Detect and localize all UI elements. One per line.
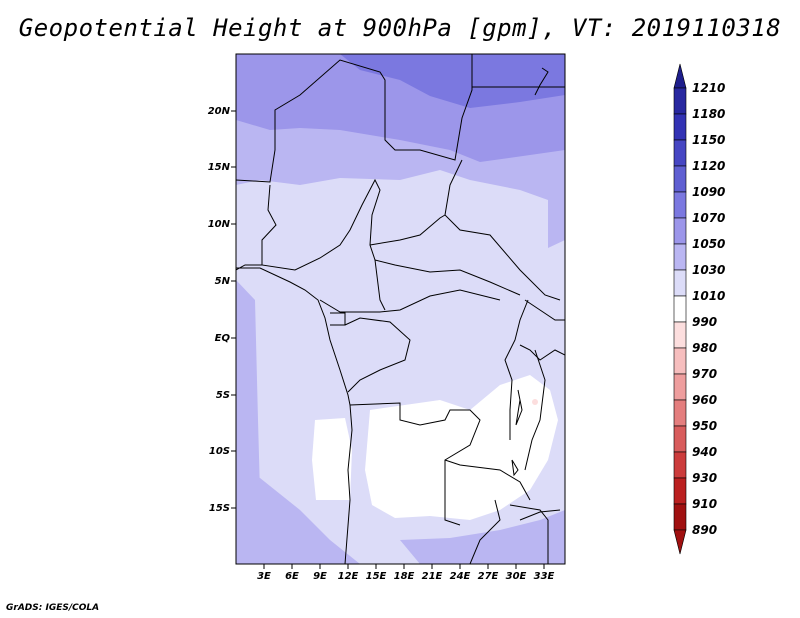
- lon-label: 27E: [478, 571, 499, 582]
- colorbar-swatch: [673, 321, 687, 349]
- lon-label: 24E: [450, 571, 471, 582]
- colorbar-swatch: [673, 373, 687, 401]
- lon-label: 12E: [338, 571, 359, 582]
- lon-label: 3E: [257, 571, 271, 582]
- map-frame: [235, 53, 566, 565]
- credit-label: GrADS: IGES/COLA: [6, 603, 100, 613]
- field-1030-southwest: [236, 470, 360, 564]
- colorbar-swatch: [673, 451, 687, 479]
- field-980-spot: [532, 399, 538, 405]
- colorbar-label: 980: [692, 341, 717, 355]
- colorbar-label: 990: [692, 315, 717, 329]
- field-990-coast: [312, 418, 352, 500]
- lon-label: 30E: [506, 571, 527, 582]
- colorbar-label: 950: [692, 419, 717, 433]
- lat-axis: 20N 15N 10N 5N EQ 5S 10S 15S: [208, 106, 236, 514]
- colorbar-label: 890: [692, 523, 717, 537]
- colorbar: 1210 1180 1150 1120 1090 1070 1050 1030 1010 990 9…: [673, 63, 725, 555]
- lat-label: 20N: [208, 106, 231, 117]
- lat-label: 5N: [215, 276, 231, 287]
- colorbar-swatch: [673, 217, 687, 245]
- lon-label: 15E: [366, 571, 387, 582]
- lat-label: 15S: [209, 503, 230, 514]
- colorbar-swatch: [673, 425, 687, 453]
- colorbar-swatch: [673, 503, 687, 531]
- colorbar-label: 1050: [692, 237, 725, 251]
- colorbar-label: 910: [692, 497, 717, 511]
- colorbar-label: 1010: [692, 289, 725, 303]
- colorbar-label: 960: [692, 393, 717, 407]
- lon-axis: 3E 6E 9E 12E 15E 18E 21E 24E 27E 30E 33E: [257, 564, 555, 582]
- colorbar-label: 1210: [692, 81, 725, 95]
- lon-label: 33E: [534, 571, 555, 582]
- lat-label: 15N: [208, 162, 231, 173]
- colorbar-swatch: [673, 191, 687, 219]
- colorbar-label: 1070: [692, 211, 725, 225]
- colorbar-swatch: [673, 269, 687, 297]
- colorbar-swatch: [673, 295, 687, 323]
- colorbar-swatch: [673, 477, 687, 505]
- coastline: [236, 67, 561, 521]
- colorbar-swatch: [673, 113, 687, 141]
- colorbar-label: 930: [692, 471, 717, 485]
- colorbar-swatch: [673, 87, 687, 115]
- colorbar-swatch: [673, 139, 687, 167]
- colorbar-label: 1150: [692, 133, 725, 147]
- colorbar-bottom-arrow: [673, 529, 687, 555]
- colorbar-label: 1120: [692, 159, 725, 173]
- colorbar-label: 1090: [692, 185, 725, 199]
- colorbar-top-arrow: [673, 63, 687, 89]
- lat-label: 10S: [209, 446, 230, 457]
- colorbar-swatch: [673, 399, 687, 427]
- lon-label: 9E: [313, 571, 327, 582]
- colorbar-swatch: [673, 165, 687, 193]
- lat-label: 5S: [216, 390, 230, 401]
- lon-label: 18E: [394, 571, 415, 582]
- colorbar-label: 970: [692, 367, 717, 381]
- chart-title: Geopotential Height at 900hPa [gpm], VT:…: [18, 14, 782, 42]
- colorbar-label: 1030: [692, 263, 725, 277]
- lat-label: EQ: [215, 333, 231, 344]
- colorbar-swatch: [673, 347, 687, 375]
- colorbar-label: 1180: [692, 107, 725, 121]
- colorbar-swatch: [673, 243, 687, 271]
- lon-label: 21E: [422, 571, 443, 582]
- height-field: [236, 54, 565, 564]
- colorbar-label: 940: [692, 445, 717, 459]
- lat-label: 10N: [208, 219, 231, 230]
- country-borders: [236, 54, 565, 564]
- lon-label: 6E: [285, 571, 299, 582]
- field-1070: [340, 54, 565, 108]
